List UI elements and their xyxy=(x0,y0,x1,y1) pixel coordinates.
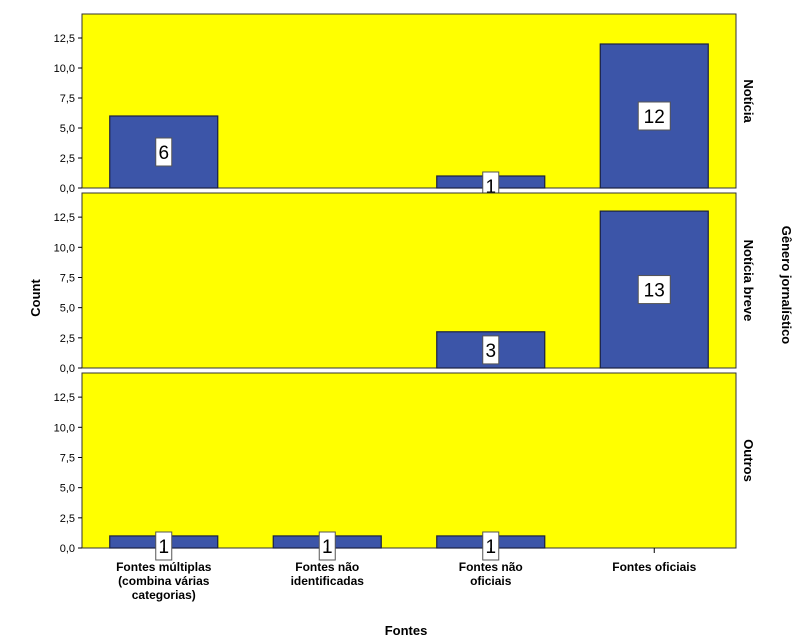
y-tick-label: 2,5 xyxy=(60,153,75,165)
data-label-box xyxy=(318,531,336,561)
data-label-box xyxy=(637,275,671,305)
y-tick-label: 10,0 xyxy=(54,242,75,254)
y-tick-label: 0,0 xyxy=(60,543,75,555)
y-tick-label: 12,5 xyxy=(54,212,75,224)
panel-background xyxy=(81,372,737,549)
x-category-label-line: Fontes não xyxy=(295,560,359,574)
x-category-label-line: oficiais xyxy=(470,574,512,588)
data-label-box xyxy=(637,101,671,131)
y-tick-label: 0,0 xyxy=(60,183,75,195)
data-label: 1 xyxy=(485,537,496,558)
x-category-label-line: identificadas xyxy=(291,574,365,588)
y-tick-label: 7,5 xyxy=(60,272,75,284)
facet-strip-label: Outros xyxy=(741,439,756,482)
data-label: 6 xyxy=(158,143,169,164)
data-label: 1 xyxy=(158,537,169,558)
y-tick-label: 12,5 xyxy=(54,392,75,404)
y-tick-label: 0,0 xyxy=(60,363,75,375)
x-category-label-line: Fontes oficiais xyxy=(612,560,696,574)
facet-axis-title: Gênero jornalístico xyxy=(779,226,794,345)
data-label: 3 xyxy=(485,341,496,362)
y-tick-label: 5,0 xyxy=(60,483,75,495)
y-tick-label: 10,0 xyxy=(54,422,75,434)
x-category-label-line: Fontes múltiplas xyxy=(116,560,212,574)
y-tick-label: 12,5 xyxy=(54,33,75,45)
y-tick-label: 2,5 xyxy=(60,513,75,525)
y-tick-label: 10,0 xyxy=(54,63,75,75)
data-label: 13 xyxy=(644,281,665,302)
x-axis-title: Fontes xyxy=(385,623,428,638)
data-label: 1 xyxy=(485,177,496,198)
y-tick-label: 5,0 xyxy=(60,303,75,315)
x-category-label-line: (combina várias xyxy=(118,574,210,588)
y-tick-label: 7,5 xyxy=(60,93,75,105)
y-tick-label: 5,0 xyxy=(60,123,75,135)
x-category-label: Fontes múltiplas (combina várias categoria… xyxy=(116,560,212,602)
x-category-label-line: categorias) xyxy=(132,588,196,602)
data-label-box xyxy=(155,531,173,561)
data-label-box xyxy=(155,137,173,167)
y-axis-title: Count xyxy=(28,279,43,317)
facet-strip-label: Notícia breve xyxy=(741,240,756,322)
data-label: 12 xyxy=(644,107,665,128)
x-category-label: Fontes não oficiais xyxy=(459,560,523,588)
x-category-label: Fontes oficiais xyxy=(612,560,696,574)
x-category-label-line: Fontes não xyxy=(459,560,523,574)
data-label-box xyxy=(482,531,500,561)
y-tick-label: 2,5 xyxy=(60,333,75,345)
data-label: 1 xyxy=(322,537,333,558)
x-category-label: Fontes não identificadas xyxy=(291,560,365,588)
data-label-box xyxy=(482,335,500,365)
y-tick-label: 7,5 xyxy=(60,452,75,464)
facet-strip-label: Notícia xyxy=(741,79,756,123)
